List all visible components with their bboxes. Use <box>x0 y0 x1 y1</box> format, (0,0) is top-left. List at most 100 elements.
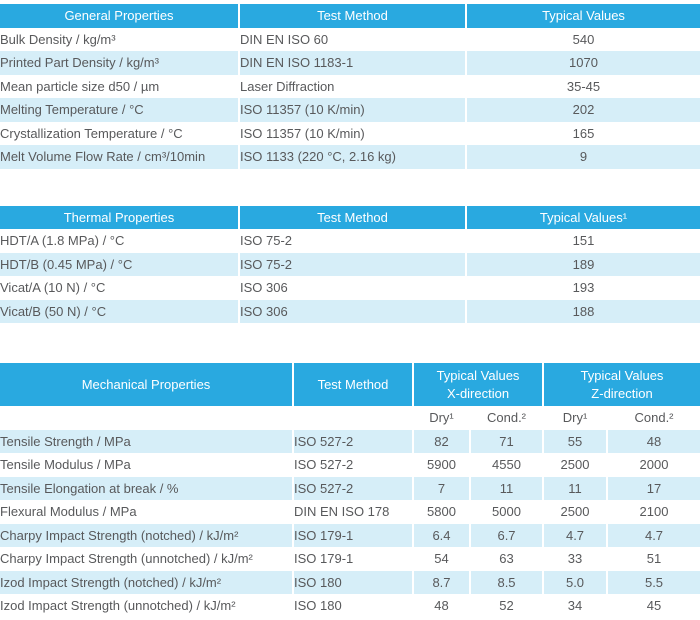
property-cell: Vicat/A (10 N) / °C <box>0 276 239 300</box>
property-cell: HDT/A (1.8 MPa) / °C <box>0 229 239 253</box>
table-row: Tensile Modulus / MPa ISO 527-2 5900 455… <box>0 453 700 477</box>
mechanical-header-row: Mechanical Properties Test Method Typica… <box>0 363 700 406</box>
value-cell: 2100 <box>606 500 700 524</box>
table-row: Vicat/A (10 N) / °C ISO 306 193 <box>0 276 700 300</box>
value-cell: 540 <box>465 27 700 51</box>
value-cell: 4.7 <box>606 523 700 547</box>
mechanical-properties-header: Mechanical Properties <box>0 363 293 406</box>
value-cell: 188 <box>465 299 700 323</box>
dry-x-subheader: Dry¹ <box>412 406 470 430</box>
property-cell: Melting Temperature / °C <box>0 98 239 122</box>
property-cell: Melt Volume Flow Rate / cm³/10min <box>0 145 239 169</box>
typical-values-x-line2: X-direction <box>446 385 510 401</box>
typical-values-header: Typical Values¹ <box>465 205 700 229</box>
method-cell: ISO 527-2 <box>292 453 413 477</box>
thermal-properties-table: Thermal Properties Test Method Typical V… <box>0 205 700 323</box>
value-cell: 11 <box>542 476 608 500</box>
table-row: Crystallization Temperature / °C ISO 113… <box>0 121 700 145</box>
property-cell: HDT/B (0.45 MPa) / °C <box>0 252 239 276</box>
value-cell: 193 <box>465 276 700 300</box>
table-row: Tensile Strength / MPa ISO 527-2 82 71 5… <box>0 429 700 453</box>
value-cell: 8.7 <box>412 570 470 594</box>
value-cell: 82 <box>412 429 470 453</box>
value-cell: 71 <box>468 429 544 453</box>
mechanical-subheader-row: Dry¹ Cond.² Dry¹ Cond.² <box>0 406 700 430</box>
table-row: Izod Impact Strength (unnotched) / kJ/m²… <box>0 594 700 618</box>
table-row: Printed Part Density / kg/m³ DIN EN ISO … <box>0 51 700 75</box>
value-cell: 5.5 <box>606 570 700 594</box>
method-cell: ISO 179-1 <box>292 523 413 547</box>
property-cell: Izod Impact Strength (notched) / kJ/m² <box>0 570 293 594</box>
test-method-header: Test Method <box>238 205 466 229</box>
value-cell: 48 <box>412 594 470 618</box>
method-cell: ISO 75-2 <box>238 252 466 276</box>
value-cell: 54 <box>412 547 470 571</box>
typical-values-z-line1: Typical Values <box>580 367 664 383</box>
property-cell: Charpy Impact Strength (unnotched) / kJ/… <box>0 547 293 571</box>
general-properties-header: General Properties <box>0 4 239 28</box>
value-cell: 2000 <box>606 453 700 477</box>
typical-values-x-header: Typical Values X-direction <box>411 363 544 406</box>
empty-cell <box>0 406 293 430</box>
thermal-header-row: Thermal Properties Test Method Typical V… <box>0 205 700 229</box>
value-cell: 33 <box>542 547 608 571</box>
value-cell: 6.7 <box>468 523 544 547</box>
value-cell: 189 <box>465 252 700 276</box>
property-cell: Flexural Modulus / MPa <box>0 500 293 524</box>
typical-values-z-line2: Z-direction <box>591 385 653 401</box>
value-cell: 8.5 <box>468 570 544 594</box>
value-cell: 11 <box>468 476 544 500</box>
method-cell: ISO 1133 (220 °C, 2.16 kg) <box>238 145 466 169</box>
property-cell: Vicat/B (50 N) / °C <box>0 299 239 323</box>
value-cell: 34 <box>542 594 608 618</box>
typical-values-z-header: Typical Values Z-direction <box>542 363 700 406</box>
table-row: Melting Temperature / °C ISO 11357 (10 K… <box>0 98 700 122</box>
value-cell: 17 <box>606 476 700 500</box>
property-cell: Izod Impact Strength (unnotched) / kJ/m² <box>0 594 293 618</box>
method-cell: ISO 306 <box>238 276 466 300</box>
method-cell: DIN EN ISO 1183-1 <box>238 51 466 75</box>
value-cell: 1070 <box>465 51 700 75</box>
method-cell: ISO 11357 (10 K/min) <box>238 98 466 122</box>
value-cell: 202 <box>465 98 700 122</box>
method-cell: ISO 75-2 <box>238 229 466 253</box>
table-row: HDT/B (0.45 MPa) / °C ISO 75-2 189 <box>0 252 700 276</box>
value-cell: 35-45 <box>465 74 700 98</box>
value-cell: 2500 <box>542 500 608 524</box>
test-method-header: Test Method <box>292 363 413 406</box>
property-cell: Crystallization Temperature / °C <box>0 121 239 145</box>
value-cell: 52 <box>468 594 544 618</box>
table-row: Charpy Impact Strength (unnotched) / kJ/… <box>0 547 700 571</box>
method-cell: DIN EN ISO 178 <box>292 500 413 524</box>
property-cell: Printed Part Density / kg/m³ <box>0 51 239 75</box>
value-cell: 4.7 <box>542 523 608 547</box>
method-cell: ISO 306 <box>238 299 466 323</box>
property-cell: Tensile Strength / MPa <box>0 429 293 453</box>
table-row: HDT/A (1.8 MPa) / °C ISO 75-2 151 <box>0 229 700 253</box>
value-cell: 48 <box>606 429 700 453</box>
method-cell: ISO 527-2 <box>292 476 413 500</box>
typical-values-header: Typical Values <box>465 4 700 28</box>
table-row: Bulk Density / kg/m³ DIN EN ISO 60 540 <box>0 27 700 51</box>
property-cell: Mean particle size d50 / µm <box>0 74 239 98</box>
value-cell: 5900 <box>412 453 470 477</box>
property-cell: Charpy Impact Strength (notched) / kJ/m² <box>0 523 293 547</box>
value-cell: 151 <box>465 229 700 253</box>
cond-z-subheader: Cond.² <box>606 406 700 430</box>
method-cell: ISO 11357 (10 K/min) <box>238 121 466 145</box>
property-cell: Bulk Density / kg/m³ <box>0 27 239 51</box>
table-row: Vicat/B (50 N) / °C ISO 306 188 <box>0 299 700 323</box>
value-cell: 9 <box>465 145 700 169</box>
value-cell: 5000 <box>468 500 544 524</box>
general-header-row: General Properties Test Method Typical V… <box>0 4 700 28</box>
property-cell: Tensile Modulus / MPa <box>0 453 293 477</box>
table-row: Flexural Modulus / MPa DIN EN ISO 178 58… <box>0 500 700 524</box>
method-cell: ISO 527-2 <box>292 429 413 453</box>
value-cell: 2500 <box>542 453 608 477</box>
value-cell: 165 <box>465 121 700 145</box>
table-row: Charpy Impact Strength (notched) / kJ/m²… <box>0 523 700 547</box>
value-cell: 63 <box>468 547 544 571</box>
general-properties-table: General Properties Test Method Typical V… <box>0 4 700 169</box>
value-cell: 6.4 <box>412 523 470 547</box>
